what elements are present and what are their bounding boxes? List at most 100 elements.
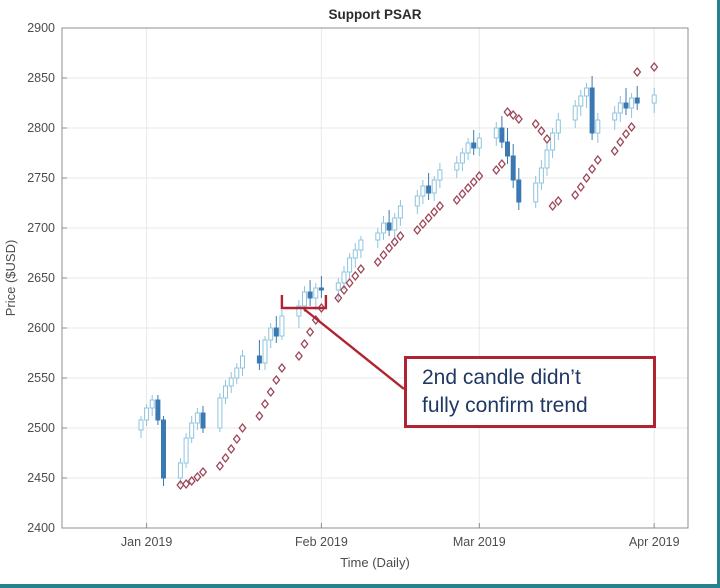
candle-body [426,185,432,194]
psar-diamond [413,224,422,236]
psar-diamond [548,200,557,212]
candle-body [634,97,640,104]
psar-diamond [475,170,484,182]
psar-diamond [272,374,281,386]
candle-body [386,222,392,231]
psar-diamond [373,256,382,268]
candle-body [228,377,234,387]
y-tick-label: 2500 [27,421,55,435]
psar-diamond [650,61,659,73]
psar-diamond [266,386,275,398]
psar-diamond [227,443,236,455]
x-axis-label: Time (Daily) [340,555,410,570]
candle-body [240,355,245,369]
candle-body [296,305,302,317]
candle-body [544,149,550,169]
psar-diamond [294,350,303,362]
candle-body [584,87,589,97]
psar-diamond [396,230,405,242]
psar-diamond [221,452,230,464]
candle-body [555,119,561,134]
candle-body [307,291,313,299]
candle-body [392,217,398,231]
candle-body [538,167,544,184]
candle-body [550,132,556,151]
psar-diamond [469,176,478,188]
candle-body [358,239,364,251]
psar-diamond [356,263,365,275]
psar-diamond [503,106,512,118]
psar-diamond [514,113,523,125]
callout-line-2: fully confirm trend [422,394,588,417]
x-tick-label: Mar 2019 [453,535,506,549]
y-tick-label: 2700 [27,221,55,235]
psar-diamond [531,118,540,130]
psar-diamond [621,128,631,140]
psar-diamond [277,362,286,374]
candle-body [200,412,206,429]
psar-diamond [238,422,247,434]
psar-diamond [582,172,591,184]
psar-diamond [458,188,467,200]
psar-diamond [215,460,224,472]
candle-body [138,419,144,431]
chart-title: Support PSAR [329,7,422,22]
psar-diamond [300,338,309,350]
candle-body [578,95,584,107]
psar-diamond [351,270,360,282]
candle-body [302,291,307,307]
psar-diamond [260,398,270,410]
psar-diamond [616,136,625,148]
psar-diamond [627,121,636,133]
psar-diamond [306,326,315,338]
candle-body [510,155,516,181]
psar-diamond [334,292,343,304]
y-tick-label: 2600 [27,321,55,335]
candle-body [273,327,279,337]
psar-diamond [255,410,264,422]
candle-body [589,87,595,134]
candle-body [335,282,341,291]
candle-body [177,462,183,479]
candle-body [149,399,155,409]
psar-diamond [633,66,642,78]
psar-diamond [430,206,439,218]
candle-body [516,179,522,203]
y-tick-label: 2850 [27,71,55,85]
candle-body [465,142,471,154]
candle-body [414,195,420,207]
psar-diamond [182,478,191,490]
y-tick-label: 2800 [27,121,55,135]
candle-body [262,339,268,364]
psar-diamond [390,236,399,248]
candle-body [268,327,274,341]
candle-body [223,385,228,399]
candle-body [623,102,629,109]
psar-diamond [198,466,208,478]
psar-diamond [317,302,326,314]
callout-line-1: 2nd candle didn’t [422,366,581,390]
candle-body [431,179,437,194]
x-tick-label: Jan 2019 [121,535,172,549]
candle-body [533,182,539,203]
candle-body [617,102,623,114]
candle-body [612,112,618,121]
annotation-bracket [280,295,328,310]
psar-diamond [385,242,394,254]
psar-diamond [193,471,202,483]
candle-body [375,232,381,241]
candle-body [144,407,150,421]
candle-body [397,205,403,219]
psar-diamond [554,195,563,207]
psar-diamond [537,125,546,137]
candle-body [595,119,601,134]
candle-body [194,412,200,424]
psar-diamond [232,433,241,445]
candle-body [279,315,285,337]
psar-diamond [424,212,433,224]
psar-diamond [452,194,461,206]
psar-diamond [588,163,597,175]
psar-diamond [593,154,602,166]
candle-body [651,94,657,104]
